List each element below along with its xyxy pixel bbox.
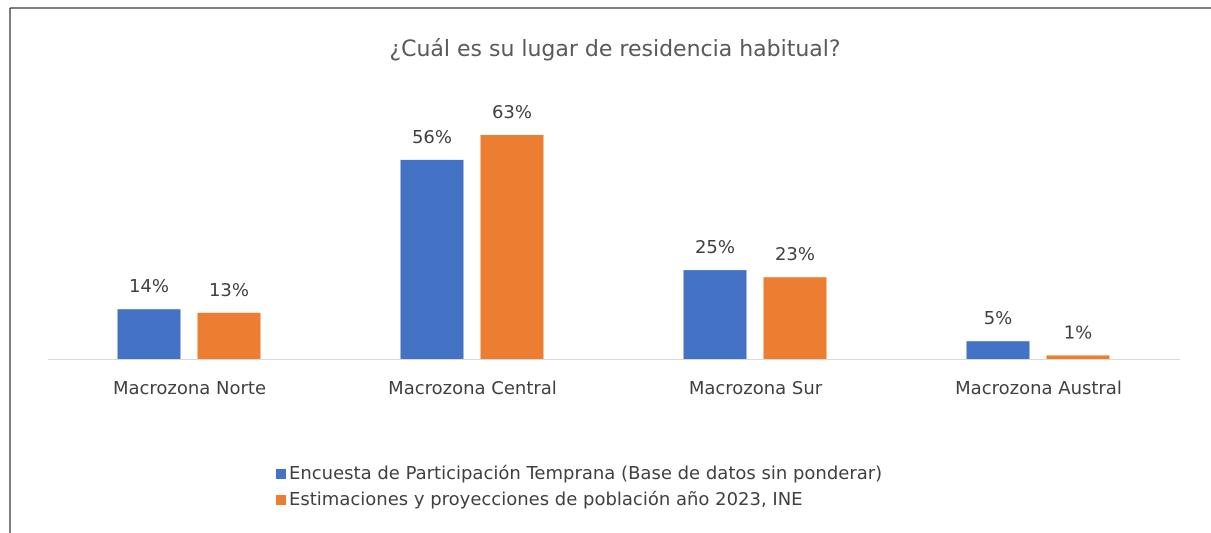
data-label: 63% [492,102,532,123]
data-label: 14% [129,276,169,297]
legend-swatch [276,495,286,505]
bar [966,341,1030,359]
data-label: 1% [1064,322,1093,343]
legend-swatch [276,469,286,479]
bar [1046,355,1110,359]
data-label: 13% [209,280,249,301]
x-tick-label: Macrozona Austral [955,378,1122,399]
x-tick-label: Macrozona Norte [113,378,266,399]
x-tick-label: Macrozona Sur [689,378,823,399]
bar [763,277,827,359]
data-label: 25% [695,237,735,258]
legend-label: Encuesta de Participación Temprana (Base… [289,463,882,484]
bar [683,270,747,359]
bar [400,159,464,359]
bar [480,135,544,359]
chart-title: ¿Cuál es su lugar de residencia habitual… [389,37,840,62]
data-label: 23% [775,244,815,265]
data-label: 5% [984,308,1013,329]
data-label: 56% [412,127,452,148]
legend-label: Estimaciones y proyecciones de población… [289,489,803,510]
bar [197,312,261,359]
x-tick-label: Macrozona Central [388,378,557,399]
bar [117,309,181,359]
